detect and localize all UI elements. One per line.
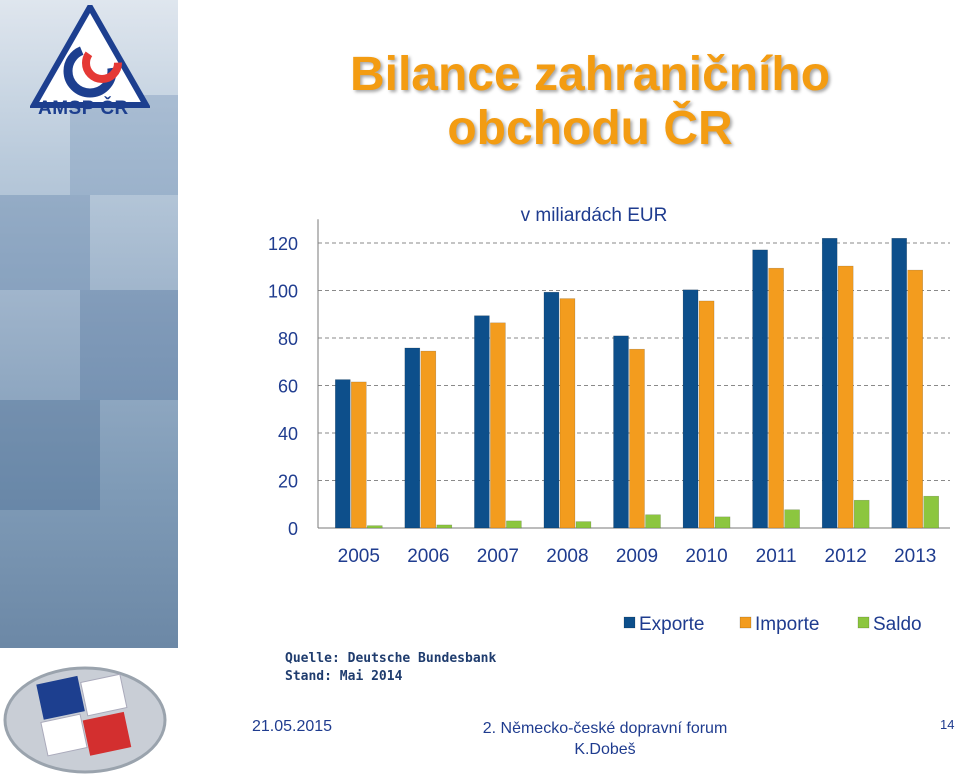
- bar-importe: [629, 348, 645, 529]
- bar-saldo: [436, 524, 453, 529]
- y-tick-label: 0: [288, 519, 298, 539]
- bar-importe: [420, 350, 437, 529]
- title-line-1: Bilance zahraničního: [349, 48, 831, 101]
- bar-importe: [907, 269, 923, 529]
- y-tick-label: 80: [278, 329, 298, 349]
- bar-chart: v miliardách EUR 0 20 40 60 80 100 120 2005 2006 2…: [268, 205, 950, 635]
- footer-date: 21.05.2015: [252, 718, 333, 735]
- source-note: Quelle: Deutsche Bundesbank Stand: Mai 2…: [285, 650, 496, 686]
- bar-exporte: [474, 315, 490, 529]
- puzzle-graphic: [3, 666, 167, 774]
- y-tick-label: 60: [278, 377, 298, 397]
- x-tick-label: 2009: [616, 546, 658, 567]
- bar-exporte: [821, 238, 838, 529]
- bar-importe: [490, 322, 506, 529]
- y-tick-label: 120: [268, 234, 298, 254]
- bar-importe: [837, 265, 854, 529]
- bar-exporte: [891, 238, 907, 529]
- bar-importe: [698, 300, 715, 529]
- legend-label-importe: Importe: [755, 614, 819, 635]
- bar-saldo: [575, 521, 592, 529]
- bar-importe: [351, 381, 367, 529]
- legend-label-saldo: Saldo: [873, 614, 922, 635]
- x-tick-label: 2008: [546, 546, 588, 567]
- x-tick-label: 2005: [338, 546, 380, 567]
- bar-exporte: [543, 291, 560, 529]
- legend-swatch-exporte: [623, 616, 636, 629]
- legend-swatch-saldo: [857, 616, 870, 629]
- title-line-2: obchodu ČR: [447, 102, 733, 155]
- source-line-2: Stand: Mai 2014: [285, 669, 403, 684]
- legend-swatch-importe: [739, 616, 752, 629]
- logo-text: AMSP ČR: [38, 98, 129, 119]
- x-tick-label: 2013: [894, 546, 936, 567]
- bar-exporte: [404, 347, 421, 529]
- page-number: 14: [940, 717, 955, 732]
- y-tick-label: 20: [278, 472, 298, 492]
- x-tick-label: 2010: [685, 546, 727, 567]
- chart-subtitle: v miliardách EUR: [521, 205, 668, 226]
- bar-saldo: [645, 514, 661, 529]
- x-tick-label: 2006: [407, 546, 449, 567]
- page-title: Bilance zahraničního obchodu ČR: [250, 48, 930, 156]
- y-tick-label: 100: [268, 282, 298, 302]
- bar-saldo: [506, 520, 522, 529]
- bar-saldo: [367, 525, 383, 529]
- y-tick-label: 40: [278, 424, 298, 444]
- bar-importe: [559, 298, 576, 529]
- x-tick-label: 2011: [756, 546, 797, 567]
- source-line-1: Quelle: Deutsche Bundesbank: [285, 651, 497, 666]
- bar-exporte: [613, 335, 629, 529]
- bar-saldo: [853, 499, 870, 529]
- x-tick-label: 2012: [825, 546, 867, 567]
- bar-saldo: [784, 509, 800, 529]
- bar-exporte: [682, 289, 699, 529]
- footer-event: 2. Německo-české dopravní forum K.Dobeš: [460, 718, 750, 760]
- footer-event-name: 2. Německo-české dopravní forum: [482, 720, 728, 737]
- x-tick-label: 2007: [477, 546, 519, 567]
- bar-saldo: [923, 495, 939, 529]
- footer-author: K.Dobeš: [574, 741, 636, 758]
- amsp-logo: [30, 5, 150, 108]
- bar-exporte: [752, 249, 768, 529]
- bar-importe: [768, 267, 784, 529]
- legend-label-exporte: Exporte: [639, 614, 704, 635]
- bar-saldo: [714, 516, 731, 529]
- bar-exporte: [335, 379, 351, 529]
